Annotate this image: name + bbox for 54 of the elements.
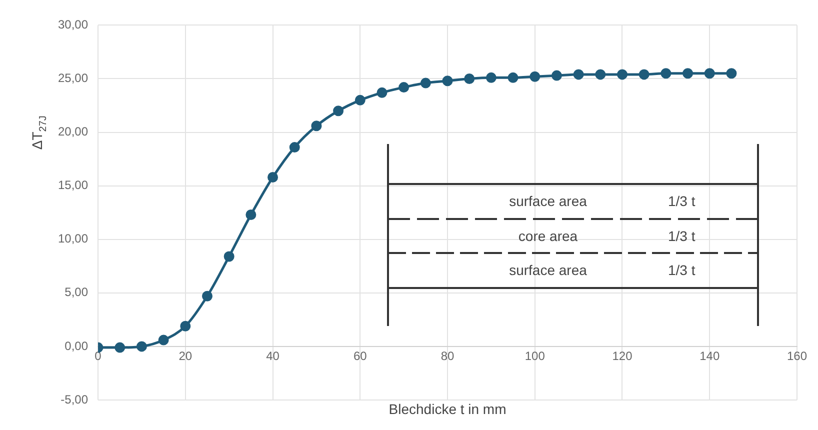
x-tick-label: 40 <box>266 348 280 363</box>
point <box>638 69 650 80</box>
point <box>704 68 715 79</box>
point <box>464 73 475 84</box>
point <box>420 78 431 88</box>
point <box>595 69 606 80</box>
point <box>726 68 737 79</box>
x-tick-label: 120 <box>612 348 633 363</box>
annotation: surface area <box>508 193 588 209</box>
point <box>333 106 344 116</box>
point <box>551 70 562 81</box>
point <box>376 87 388 98</box>
y-tick-label: 15,00 <box>58 178 88 192</box>
y-tick-label: -5,00 <box>60 392 88 406</box>
point <box>508 72 518 83</box>
y-tick-label: 25,00 <box>58 71 88 86</box>
y-axis-title: ΔT27J <box>28 116 49 150</box>
x-tick-label: 60 <box>353 348 368 363</box>
point <box>136 341 147 352</box>
x-tick-label: 140 <box>700 348 720 363</box>
annotation: surface area <box>508 262 588 278</box>
point <box>268 172 278 183</box>
point <box>486 72 496 83</box>
x-axis-title: Blechdicke t in mm <box>388 400 506 417</box>
y-tick-label: 10,00 <box>58 232 88 246</box>
x-tick-label: 80 <box>440 348 455 363</box>
point <box>224 251 234 262</box>
point <box>158 334 169 346</box>
y-tick-label: 20,00 <box>58 124 88 139</box>
point <box>202 290 212 302</box>
y-tick-label: 0,00 <box>64 338 88 353</box>
point <box>617 69 628 80</box>
y-tick-label: 5,00 <box>64 285 88 300</box>
point <box>660 68 672 79</box>
point <box>114 342 126 353</box>
point <box>398 82 410 93</box>
point <box>354 94 366 106</box>
point <box>530 71 540 82</box>
y-tick-label: 30,00 <box>58 18 88 32</box>
point <box>573 69 584 80</box>
point <box>246 209 256 220</box>
x-tick-label: 160 <box>786 348 808 363</box>
x-tick-label: 100 <box>524 348 546 363</box>
point <box>180 320 191 332</box>
x-tick-label: 20 <box>178 348 192 363</box>
point <box>682 68 694 79</box>
annotation: 1/3 t <box>668 262 696 278</box>
point <box>289 142 300 153</box>
x-tick-label: 0 <box>94 348 102 363</box>
point <box>442 76 453 86</box>
annotation: 1/3 t <box>668 228 696 244</box>
point <box>311 120 322 132</box>
annotation: core area <box>517 228 579 244</box>
annotation: 1/3 t <box>668 193 696 209</box>
